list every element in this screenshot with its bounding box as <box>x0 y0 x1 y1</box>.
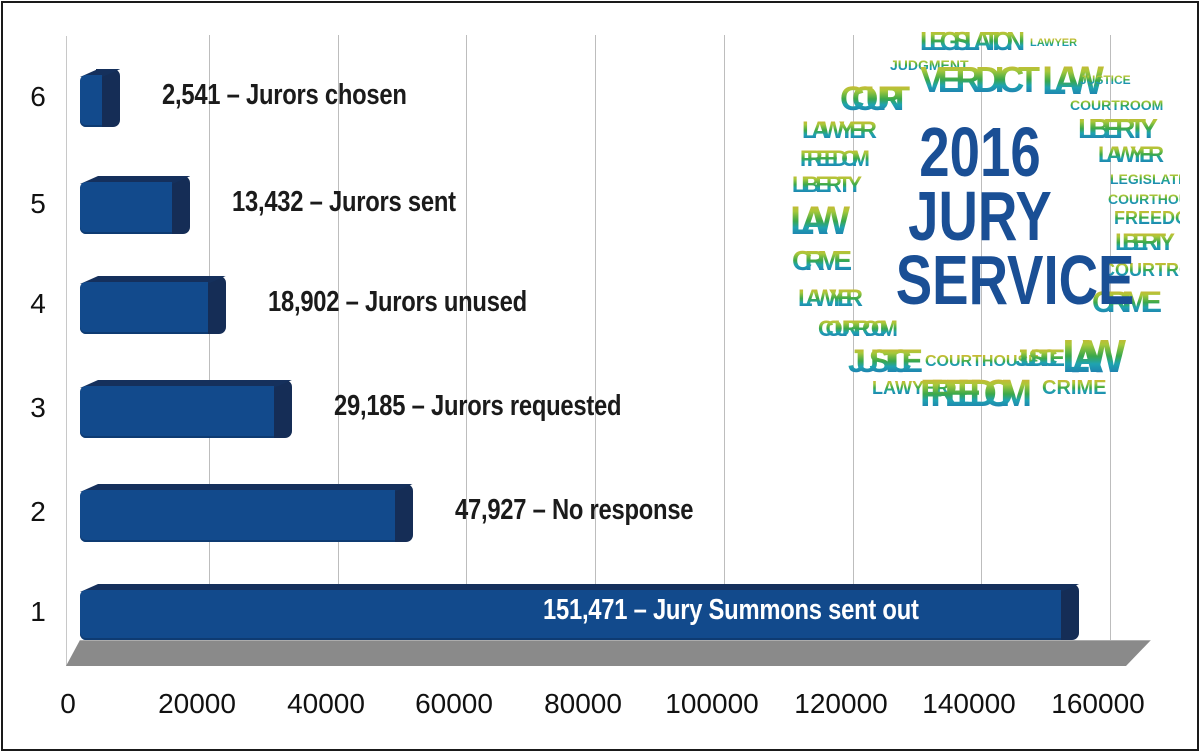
bar-3 <box>80 380 292 438</box>
y-tick-label: 6 <box>30 81 46 112</box>
gridline <box>209 35 210 660</box>
svg-text:LAWYER: LAWYER <box>802 117 877 144</box>
y-tick-label: 3 <box>30 392 46 423</box>
svg-text:CRIME: CRIME <box>1092 286 1162 319</box>
y-tick-label: 1 <box>30 596 46 627</box>
svg-text:LEGISLATION: LEGISLATION <box>1110 171 1180 187</box>
bar-label-5: 13,432 – Jurors sent <box>232 186 457 218</box>
svg-text:LIBERTY: LIBERTY <box>1115 229 1175 256</box>
word-cloud-graphic: LEGISLATION LAWYER JUDGMENT VERDICT LAW … <box>790 26 1180 415</box>
gridline <box>981 35 982 660</box>
svg-text:LAW: LAW <box>1062 330 1127 382</box>
svg-text:LIBERTY: LIBERTY <box>792 172 862 197</box>
bar-label-6: 2,541 – Jurors chosen <box>162 79 407 111</box>
bar-5 <box>80 176 191 234</box>
x-tick-label: 0 <box>60 688 76 719</box>
x-tick-label: 160000 <box>1051 688 1145 719</box>
x-tick-label: 20000 <box>158 688 236 719</box>
bar-6 <box>80 69 121 127</box>
x-tick-label: 40000 <box>287 688 365 719</box>
svg-text:COURTROOM: COURTROOM <box>1102 260 1180 280</box>
svg-text:CRIME: CRIME <box>1042 377 1106 399</box>
chart-back-wall <box>66 36 81 666</box>
svg-text:LEGISLATION: LEGISLATION <box>920 26 1025 56</box>
x-tick-label: 60000 <box>415 688 493 719</box>
svg-text:COURTHOUSE: COURTHOUSE <box>1108 191 1180 207</box>
gridline <box>595 35 596 660</box>
x-tick-label: 140000 <box>922 688 1016 719</box>
x-tick-label: 120000 <box>794 688 888 719</box>
bar-label-3: 29,185 – Jurors requested <box>333 390 622 422</box>
svg-text:JUSTICE: JUSTICE <box>1080 73 1131 87</box>
graphic-title: 2016 JURY SERVICE <box>872 113 1135 319</box>
svg-text:LIBERTY: LIBERTY <box>1078 113 1158 144</box>
graphic-title-line-2: JURY <box>908 177 1052 255</box>
bar-1 <box>80 584 1080 640</box>
gridline <box>338 35 339 660</box>
bar-label-2: 47,927 – No response <box>454 494 694 526</box>
svg-text:LAWYER: LAWYER <box>872 378 949 398</box>
svg-text:FREEDOM: FREEDOM <box>920 373 1032 415</box>
x-tick-label: 100000 <box>665 688 759 719</box>
gridline <box>466 35 467 660</box>
bar-4 <box>80 276 226 334</box>
chart-floor <box>66 640 1151 666</box>
bar-2 <box>80 484 413 542</box>
svg-text:FREEDOM: FREEDOM <box>800 146 870 171</box>
y-tick-label: 5 <box>30 188 46 219</box>
svg-text:JUDGMENT: JUDGMENT <box>890 57 969 73</box>
svg-text:JUSTICE: JUSTICE <box>1015 345 1065 372</box>
bar-label-1: 151,471 – Jury Summons sent out <box>543 594 919 626</box>
svg-text:COURTHOUSE: COURTHOUSE <box>925 353 1039 370</box>
svg-text:JUSTICE: JUSTICE <box>848 343 923 379</box>
svg-text:VERDICT: VERDICT <box>920 59 1040 100</box>
bar-label-4: 18,902 – Jurors unused <box>267 286 527 318</box>
svg-text:LAW: LAW <box>790 199 850 243</box>
gridline <box>724 35 725 660</box>
graphic-title-line-1: 2016 <box>919 113 1041 191</box>
y-tick-label: 2 <box>30 496 46 527</box>
svg-text:LAWYER: LAWYER <box>1098 142 1164 167</box>
svg-text:COURT: COURT <box>840 80 910 118</box>
svg-text:COURTROOM: COURTROOM <box>818 316 898 341</box>
svg-text:LAWYER: LAWYER <box>1030 37 1077 49</box>
svg-text:FREEDOM: FREEDOM <box>1114 208 1180 228</box>
y-tick-label: 4 <box>30 288 46 319</box>
gridline <box>1110 35 1111 660</box>
svg-text:COURTROOM: COURTROOM <box>1070 97 1163 113</box>
svg-text:LAWYER: LAWYER <box>798 285 863 312</box>
gridline <box>853 35 854 660</box>
graphic-title-line-3: SERVICE <box>895 241 1135 319</box>
svg-text:CRIME: CRIME <box>792 245 852 276</box>
svg-text:LAW: LAW <box>1042 59 1104 103</box>
x-tick-label: 80000 <box>544 688 622 719</box>
